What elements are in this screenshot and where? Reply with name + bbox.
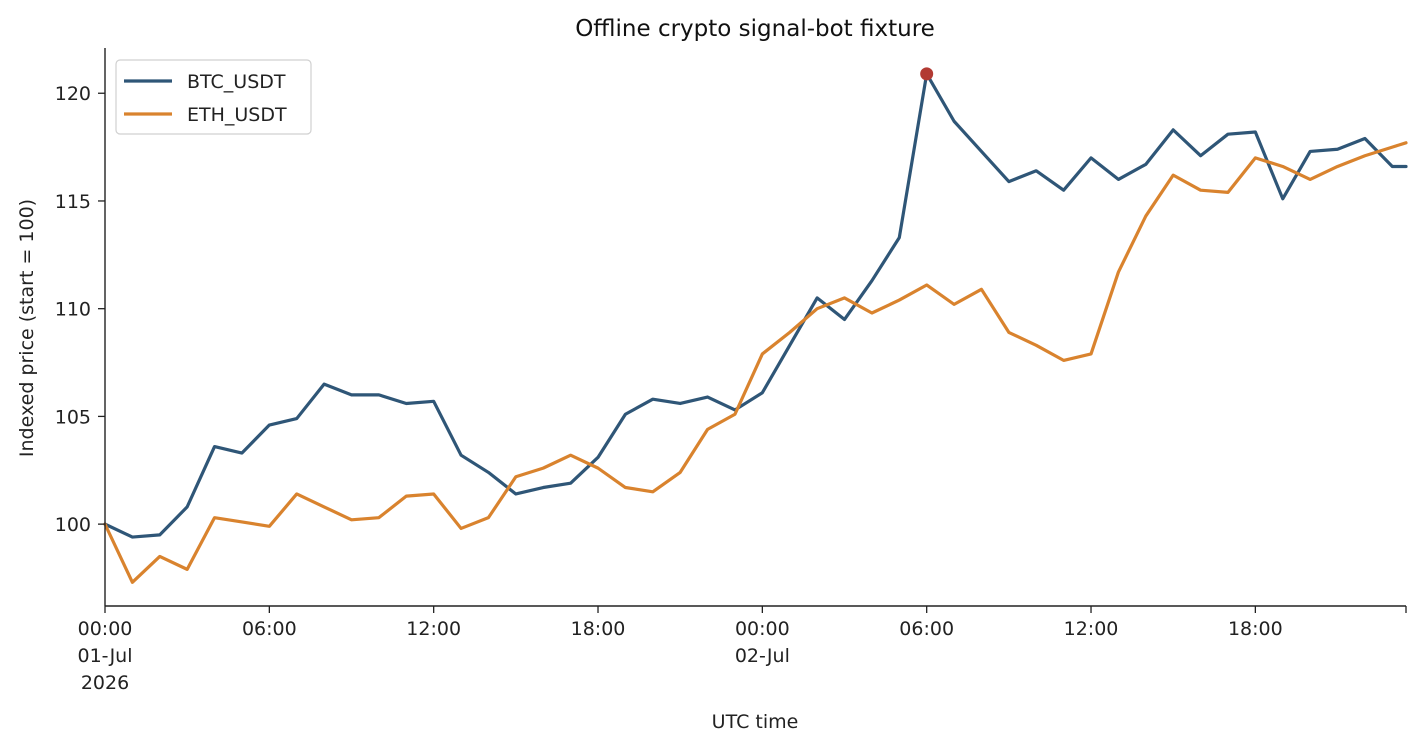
y-tick-label: 120 <box>55 83 91 105</box>
plot-area <box>103 67 1408 584</box>
y-tick-label: 100 <box>55 514 91 536</box>
legend-entry: ETH_USDT <box>187 104 287 126</box>
x-ticks: 00:00 01-Jul 2026 06:00 12:00 18:00 00:00 02-Ju… <box>77 606 1407 694</box>
legend: BTC_USDT ETH_USDT <box>115 59 312 135</box>
axes <box>104 48 1406 607</box>
legend-entry: BTC_USDT <box>187 71 286 93</box>
chart-title: Offline crypto signal-bot fixture <box>575 16 935 42</box>
x-tick-label: 12:00 <box>1064 618 1119 640</box>
y-tick-label: 105 <box>55 406 91 428</box>
y-ticks: 100 105 110 115 120 <box>55 83 105 536</box>
y-tick-label: 110 <box>55 299 91 321</box>
x-tick-label: 12:00 <box>406 618 461 640</box>
x-tick-label: 06:00 <box>242 618 297 640</box>
x-axis-label: UTC time <box>712 711 799 733</box>
y-tick-label: 115 <box>55 191 91 213</box>
x-tick-label: 00:00 01-Jul 2026 <box>77 618 132 694</box>
x-tick-label: 18:00 <box>1228 618 1283 640</box>
x-tick-label: 06:00 <box>899 618 954 640</box>
x-tick-label: 18:00 <box>571 618 626 640</box>
series-line-eth-usdt <box>103 141 1408 584</box>
y-axis-label: Indexed price (start = 100) <box>16 199 38 457</box>
series-line-btc-usdt <box>103 72 1408 539</box>
peak-marker <box>920 67 934 81</box>
x-tick-label: 00:00 02-Jul <box>735 618 790 667</box>
